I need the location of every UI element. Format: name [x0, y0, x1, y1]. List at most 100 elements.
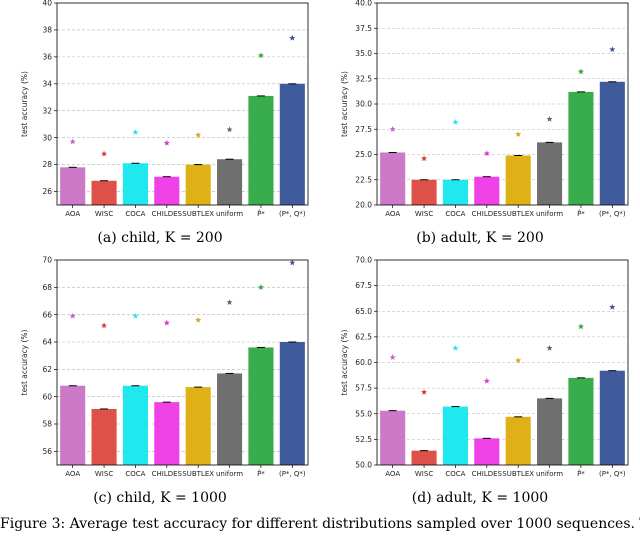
x-tick-label: WISC — [415, 470, 433, 478]
bar-2 — [122, 163, 148, 205]
axes-frame — [56, 259, 309, 466]
star-marker-5 — [546, 344, 553, 351]
axes-frame — [56, 2, 309, 206]
x-tick-label: (P*, Q*) — [599, 470, 626, 478]
bar-0 — [60, 385, 86, 465]
y-tick-label: 37.5 — [355, 24, 372, 33]
x-tick-label: uniform — [216, 210, 243, 218]
bar-6 — [568, 91, 594, 205]
y-tick-label: 57.5 — [355, 384, 372, 393]
chart-panel-a: 26 28 30 32 34 36 38 40 test accuracy (%) AOA WISC… — [0, 0, 320, 262]
star-marker-3 — [483, 150, 490, 157]
bar-2 — [122, 385, 148, 465]
y-tick-label: 70.0 — [355, 256, 372, 265]
y-tick-label: 60 — [42, 392, 52, 401]
x-tick-label: CHILDES — [152, 470, 183, 478]
y-tick-label: 68 — [42, 283, 52, 292]
x-tick-label: AOA — [65, 470, 80, 478]
x-tick-label: CHILDES — [152, 210, 183, 218]
y-tick-label: 25.0 — [355, 150, 372, 159]
star-marker-7 — [609, 46, 616, 53]
y-tick-label: 32.5 — [355, 74, 372, 83]
caption-b: (b) adult, K = 200 — [416, 230, 544, 246]
y-tick-label: 30.0 — [355, 100, 372, 109]
bar-1 — [91, 408, 117, 465]
bar-5 — [537, 142, 563, 205]
x-tick-label: uniform — [536, 470, 563, 478]
chart-a: 26 28 30 32 34 36 38 40 test accuracy (%) AOA WISC… — [20, 0, 309, 218]
star-marker-0 — [389, 126, 396, 132]
bar-6 — [248, 95, 274, 205]
star-marker-7 — [289, 34, 296, 41]
y-tick-label: 36 — [42, 52, 52, 61]
y-tick-label: 26 — [42, 187, 52, 196]
chart-d: 50.0 52.5 55.0 57.5 60.0 62.5 65.0 67.5 70.0 test… — [340, 256, 629, 478]
star-marker-5 — [226, 126, 233, 133]
x-tick-label: COCA — [445, 470, 465, 478]
star-marker-3 — [163, 139, 170, 146]
bar-2 — [442, 179, 468, 205]
y-tick-label: 65.0 — [355, 307, 372, 316]
star-marker-2 — [132, 129, 139, 135]
y-axis-label: test accuracy (%) — [340, 71, 349, 137]
bar-5 — [217, 373, 243, 465]
figure-caption: Figure 3: Average test accuracy for diff… — [0, 516, 640, 532]
bar-7 — [599, 370, 625, 465]
bar-3 — [474, 176, 500, 205]
x-tick-label: WISC — [95, 210, 113, 218]
star-marker-3 — [483, 377, 490, 384]
y-tick-label: 64 — [42, 338, 52, 347]
y-tick-label: 56 — [42, 447, 52, 456]
y-tick-label: 60.0 — [355, 358, 372, 367]
bar-1 — [411, 179, 437, 205]
star-marker-1 — [421, 155, 428, 162]
x-tick-label: SUBTLEX — [182, 470, 214, 478]
y-tick-label: 40.0 — [355, 0, 372, 8]
y-tick-label: 35.0 — [355, 49, 372, 58]
y-tick-label: 22.5 — [355, 175, 372, 184]
x-tick-label: (P*, Q*) — [279, 210, 306, 218]
y-tick-label: 52.5 — [355, 435, 372, 444]
star-marker-2 — [452, 344, 459, 351]
bar-2 — [442, 406, 468, 465]
star-marker-2 — [132, 312, 139, 319]
x-tick-label: (P*, Q*) — [599, 210, 626, 218]
star-marker-3 — [163, 319, 170, 326]
x-tick-label: uniform — [536, 210, 563, 218]
x-tick-label: P̂* — [257, 210, 265, 218]
caption-c: (c) child, K = 1000 — [93, 490, 227, 506]
x-tick-label: COCA — [125, 470, 145, 478]
bar-0 — [60, 167, 86, 205]
star-marker-7 — [289, 259, 296, 266]
y-tick-label: 62.5 — [355, 332, 372, 341]
bar-1 — [411, 450, 437, 465]
bar-0 — [380, 410, 406, 465]
star-marker-5 — [226, 299, 233, 305]
y-tick-label: 62 — [42, 365, 52, 374]
y-tick-label: 30 — [42, 133, 52, 142]
axes-frame — [376, 2, 629, 206]
star-marker-4 — [195, 131, 202, 138]
x-tick-label: SUBTLEX — [182, 210, 214, 218]
y-tick-label: 38 — [42, 26, 52, 35]
caption-a: (a) child, K = 200 — [97, 230, 223, 246]
axes-frame — [376, 259, 629, 466]
y-axis-label: test accuracy (%) — [20, 71, 29, 137]
y-tick-label: 40 — [42, 0, 52, 8]
bar-5 — [217, 159, 243, 205]
chart-panel-d: 50.0 52.5 55.0 57.5 60.0 62.5 65.0 67.5 70.0 test… — [320, 255, 640, 517]
star-marker-7 — [609, 303, 616, 310]
x-tick-label: CHILDES — [472, 470, 503, 478]
x-tick-label: WISC — [415, 210, 433, 218]
y-tick-label: 32 — [42, 106, 52, 115]
y-tick-label: 66 — [42, 310, 52, 319]
chart-b: 20.0 22.5 25.0 27.5 30.0 32.5 35.0 37.5 40.0 test… — [340, 0, 629, 218]
star-marker-6 — [257, 284, 264, 290]
bar-5 — [537, 398, 563, 465]
star-marker-6 — [577, 323, 584, 330]
x-tick-label: AOA — [65, 210, 80, 218]
bar-4 — [505, 416, 531, 465]
x-tick-label: AOA — [385, 210, 400, 218]
y-tick-label: 67.5 — [355, 281, 372, 290]
chart-c: 56 58 60 62 64 66 68 70 test accuracy (%) AOA WISC… — [20, 256, 309, 478]
